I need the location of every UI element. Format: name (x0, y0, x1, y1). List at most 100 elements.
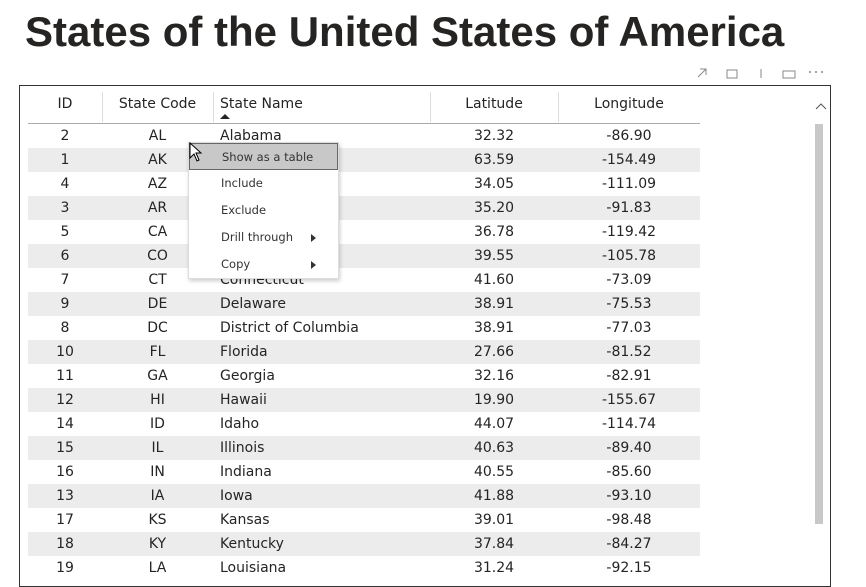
table-cell: 10 (56, 344, 74, 360)
table-cell: 27.66 (473, 344, 515, 360)
table-cell: Hawaii (220, 392, 267, 408)
menu-item[interactable]: Show as a table (189, 143, 338, 170)
table-cell: -93.10 (606, 488, 652, 504)
table-cell: AR (147, 200, 168, 216)
table-cell: 44.07 (473, 416, 515, 432)
row-background (28, 436, 700, 460)
table-cell: -119.42 (601, 224, 657, 240)
table-cell: GA (147, 368, 168, 384)
menu-item[interactable]: Copy (189, 251, 338, 278)
table-cell: CO (147, 248, 168, 264)
table-cell: -154.49 (601, 152, 657, 168)
table-cell: 1 (60, 152, 70, 168)
table-cell: 11 (56, 368, 74, 384)
table-cell: KY (148, 536, 167, 552)
menu-item[interactable]: Exclude (221, 203, 267, 217)
table-visual: ID State Code State Name Latitude Longitude 2… (19, 85, 831, 587)
table-cell: Iowa (220, 488, 253, 504)
table-cell: 14 (56, 416, 74, 432)
table-cell: 39.01 (473, 512, 515, 528)
column-header[interactable]: Longitude (594, 96, 664, 112)
row-background (28, 292, 700, 316)
table-cell: -111.09 (601, 176, 657, 192)
table-cell: 38.91 (473, 320, 515, 336)
column-header[interactable]: Latitude (465, 96, 523, 112)
menu-item[interactable]: Include (221, 176, 263, 190)
table-cell: 19.90 (473, 392, 515, 408)
column-header[interactable]: State Code (118, 96, 197, 112)
table-cell: 39.55 (473, 248, 515, 264)
table-cell: -77.03 (606, 320, 652, 336)
row-background (28, 340, 700, 364)
menu-item[interactable]: Drill through (189, 224, 338, 251)
row-background (28, 196, 700, 220)
row-background (28, 484, 700, 508)
row-background (28, 532, 700, 556)
table-cell: -82.91 (606, 368, 652, 384)
table-cell: AL (148, 128, 167, 144)
table-cell: 7 (60, 272, 70, 288)
cursor (189, 141, 203, 162)
table-cell: 32.16 (473, 368, 515, 384)
table-cell: 35.20 (473, 200, 515, 216)
row-background (28, 244, 700, 268)
table-cell: 32.32 (473, 128, 515, 144)
column-header[interactable]: State Name (220, 96, 303, 112)
table-cell: AK (148, 152, 167, 168)
table-cell: Delaware (220, 296, 286, 312)
table-cell: -81.52 (606, 344, 652, 360)
table-cell: KS (148, 512, 167, 528)
table-cell: -86.90 (606, 128, 652, 144)
table-cell: IL (151, 440, 164, 456)
table-cell: LA (148, 560, 167, 576)
table-cell: -84.27 (606, 536, 652, 552)
table-cell: 8 (60, 320, 70, 336)
column-divider (430, 92, 431, 122)
table-cell: Kentucky (220, 536, 284, 552)
table-cell: -92.15 (606, 560, 652, 576)
sort-indicator (220, 114, 230, 119)
table-cell: -105.78 (601, 248, 657, 264)
page-title: States of the United States of America (25, 8, 785, 55)
table-cell: -98.48 (606, 512, 652, 528)
table-cell: -75.53 (606, 296, 652, 312)
row-background (28, 388, 700, 412)
submenu-arrow (311, 261, 316, 269)
table-cell: 13 (56, 488, 74, 504)
table-cell: -114.74 (601, 416, 657, 432)
table-cell: 4 (60, 176, 70, 192)
table-cell: 41.60 (473, 272, 515, 288)
table-cell: 17 (56, 512, 74, 528)
table-cell: 6 (60, 248, 70, 264)
table-cell: Georgia (220, 368, 275, 384)
row-background (28, 148, 700, 172)
table-cell: 12 (56, 392, 74, 408)
table-cell: Idaho (220, 416, 260, 432)
table-cell: 40.55 (473, 464, 515, 480)
header-underline (28, 123, 700, 124)
table-cell: District of Columbia (220, 320, 359, 336)
context-menu: Show as a table Include Exclude Drill throu… (188, 142, 339, 279)
table-cell: 5 (60, 224, 70, 240)
table-cell: -91.83 (606, 200, 652, 216)
table-cell: CA (147, 224, 168, 240)
scrollbar[interactable] (815, 124, 823, 524)
table-cell: Illinois (220, 440, 265, 456)
table-cell: 34.05 (473, 176, 515, 192)
table-cell: Kansas (220, 512, 270, 528)
table-cell: -89.40 (606, 440, 652, 456)
table-cell: 18 (56, 536, 74, 552)
table-cell: 37.84 (473, 536, 515, 552)
table-cell: ID (150, 416, 165, 432)
column-divider (213, 92, 214, 122)
table-cell: 3 (60, 200, 70, 216)
column-header[interactable]: ID (57, 96, 73, 112)
table-cell: Alabama (220, 128, 282, 144)
table-cell: 38.91 (473, 296, 515, 312)
table-cell: 41.88 (473, 488, 515, 504)
column-divider (558, 92, 559, 122)
table-cell: 9 (60, 296, 70, 312)
table-cell: AZ (147, 176, 168, 192)
table-cell: IN (150, 464, 165, 480)
scroll-up[interactable] (812, 96, 831, 116)
